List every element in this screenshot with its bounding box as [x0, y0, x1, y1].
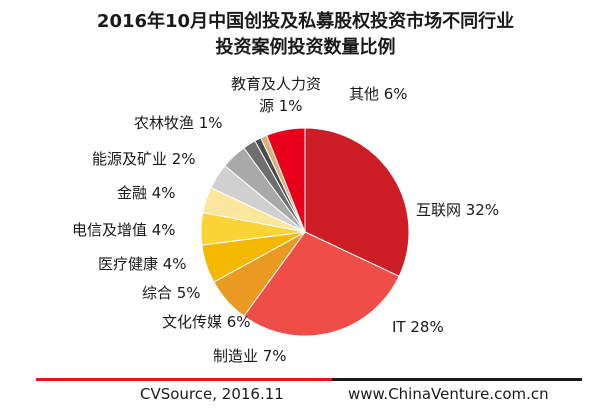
slice-label-education-line1: 教育及人力资: [231, 75, 322, 93]
chart-title-line2: 投资案例投资数量比例: [215, 37, 396, 58]
footer-url: www.ChinaVenture.com.cn: [348, 385, 549, 403]
slice-label-other: 其他 6%: [349, 85, 408, 103]
slice-label-energy-mining: 能源及矿业 2%: [92, 150, 196, 168]
slice-label-it: IT 28%: [392, 318, 444, 336]
slice-label-agriculture: 农林牧渔 1%: [134, 114, 223, 132]
pie-slice-0: [304, 127, 410, 277]
footer-rule-red: [36, 378, 332, 381]
slice-label-manufacturing: 制造业 7%: [213, 347, 287, 365]
slice-label-culture-media: 文化传媒 6%: [162, 313, 251, 331]
footer-source: CVSource, 2016.11: [140, 385, 284, 403]
slice-label-comprehensive: 综合 5%: [142, 284, 201, 302]
slice-label-telecom: 电信及增值 4%: [72, 221, 176, 239]
slice-label-internet: 互联网 32%: [416, 201, 500, 219]
slice-label-finance: 金融 4%: [117, 184, 176, 202]
chart-title-line1: 2016年10月中国创投及私募股权投资市场不同行业: [96, 11, 515, 32]
pie-slice-11: [266, 127, 306, 233]
slice-label-education-line2: 源 1%: [259, 97, 303, 115]
slice-label-healthcare: 医疗健康 4%: [98, 255, 187, 273]
pie-slice-1: [243, 231, 400, 337]
footer-rule-dark: [332, 378, 582, 381]
